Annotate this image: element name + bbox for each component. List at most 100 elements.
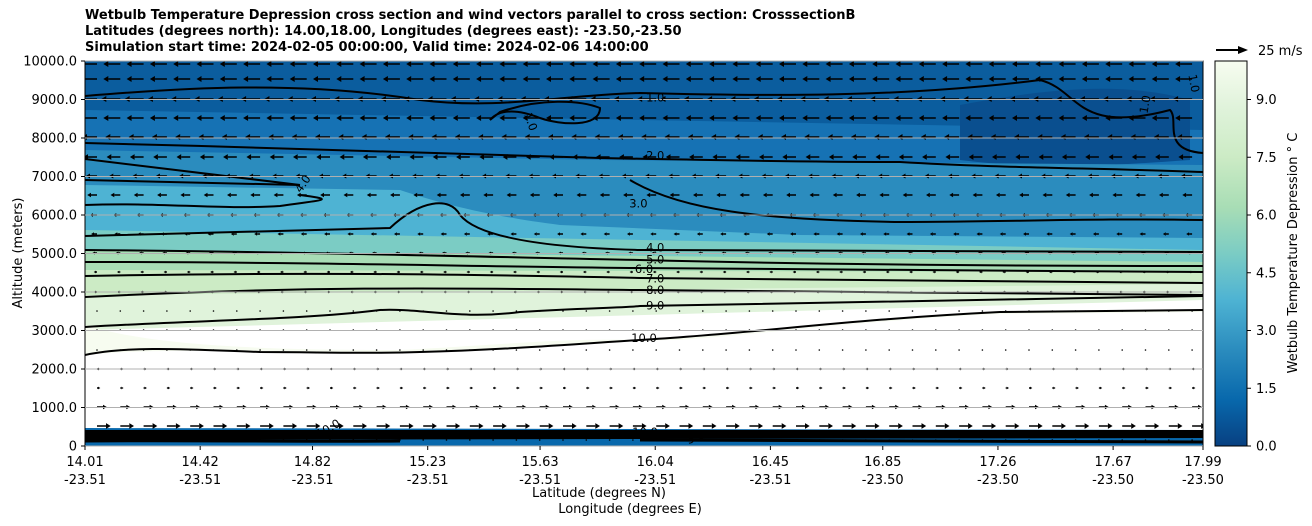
wind-vector-head [237,386,241,390]
y-tick-label: 1000.0 [32,401,78,416]
contour-lines [85,78,1203,356]
wind-vector-head [157,192,161,198]
wind-vector [1191,439,1193,441]
wind-vector-head [862,270,865,274]
wind-vector-head [918,76,924,82]
wind-vector [935,439,937,441]
wind-vector-head [662,115,668,121]
wind-vector-head [805,423,810,429]
wind-vector-head [476,76,482,82]
wind-vector-head [773,386,776,390]
wind-vector-head [513,270,516,274]
wind-vector-head [80,61,85,67]
wind-vector [375,439,378,441]
wind-vector [888,349,890,351]
wind-vector-head [336,115,342,121]
wind-vector-head [766,232,770,236]
wind-vector-head [540,386,543,390]
wind-vector-head [782,154,787,160]
wind-vector-head [797,386,800,390]
wind-vector-head [792,270,795,274]
wind-vector [1074,310,1077,312]
wind-vector-head [805,154,811,160]
wind-vector-head [80,115,85,121]
wind-vector-head [913,386,916,390]
wind-vector-head [339,154,345,160]
contour-label: 6.0 [635,262,653,276]
x-tick-label-lon: -23.50 [1092,473,1134,488]
wind-vector [841,310,844,312]
wind-vector-head [250,192,255,198]
wind-vector [702,439,704,441]
contour-1-0 [85,78,1203,154]
wind-vector-head [732,115,738,121]
wind-vector [259,310,261,312]
wind-vector-head [779,76,784,82]
wind-vector-head [1023,232,1026,236]
wind-vector-head [546,115,551,121]
wind-vector [818,439,821,441]
wind-vector-head [673,232,677,236]
wind-vector [329,310,331,312]
wind-vector-head [572,154,578,160]
wind-vector-head [790,232,793,236]
wind-vector [492,349,494,351]
wind-vector-head [161,232,164,236]
wind-vector-head [755,61,761,67]
wind-vector-head [860,232,863,236]
wind-vector-head [786,192,790,198]
wind-vector-head [354,386,357,390]
wind-vector-head [895,61,901,67]
wind-vector-head [173,115,179,121]
wind-vector-head [230,232,234,236]
wind-vector-head [548,423,554,429]
wind-vector-head [452,76,458,82]
wind-vector-head [895,76,901,82]
wind-vector-head [1019,192,1023,198]
wind-vector-head [1177,423,1183,429]
wind-vector-head [953,232,957,236]
wind-vector-head [385,423,391,429]
wind-vector-head [755,76,761,82]
wind-vector [911,349,914,351]
wind-vector-head [1188,270,1192,274]
x-tick-label-lon: -23.51 [749,473,791,488]
wind-vector-head [709,115,715,121]
wind-vector [375,349,378,351]
wind-vector-head [443,270,446,274]
wind-vector-head [266,61,272,67]
wind-vector-head [126,115,132,121]
x-tick-label-lon: -23.50 [1182,473,1224,488]
wind-vector-head [623,192,627,198]
colorbar-tick-label: 1.5 [1256,382,1277,397]
wind-vector-head [1165,270,1168,274]
wind-vector-head [254,232,258,236]
wind-vector-head [693,192,697,198]
wind-vector-head [1058,76,1064,82]
wind-vector-head [455,423,461,429]
wind-vector-head [506,192,511,198]
wind-vector-head [816,270,819,274]
wind-vector-head [223,154,228,160]
wind-vector-head [1012,76,1017,82]
x-axis: 14.01 -23.51 14.42 -23.51 14.82 -23.51 15.23 -2… [64,446,1224,488]
wind-vector-head [173,76,179,82]
wind-vector-head [245,423,251,429]
wind-vector [538,310,541,312]
wind-vector-head [1116,232,1120,236]
wind-vector-head [592,76,598,82]
x-tick-label-lat: 16.85 [864,455,901,470]
wind-vector [655,439,657,441]
wind-vector-head [386,154,391,160]
wind-vector-head [339,423,344,429]
wind-vector [958,439,960,441]
wind-vector-head [932,270,935,274]
wind-vector-head [1035,76,1041,82]
wind-vector-head [452,61,458,67]
wind-vector [445,439,448,441]
wind-vector-head [758,423,764,429]
wind-vector [469,349,471,351]
wind-vector-head [1076,386,1079,390]
wind-vector-head [711,423,717,429]
wind-vector [305,310,308,312]
